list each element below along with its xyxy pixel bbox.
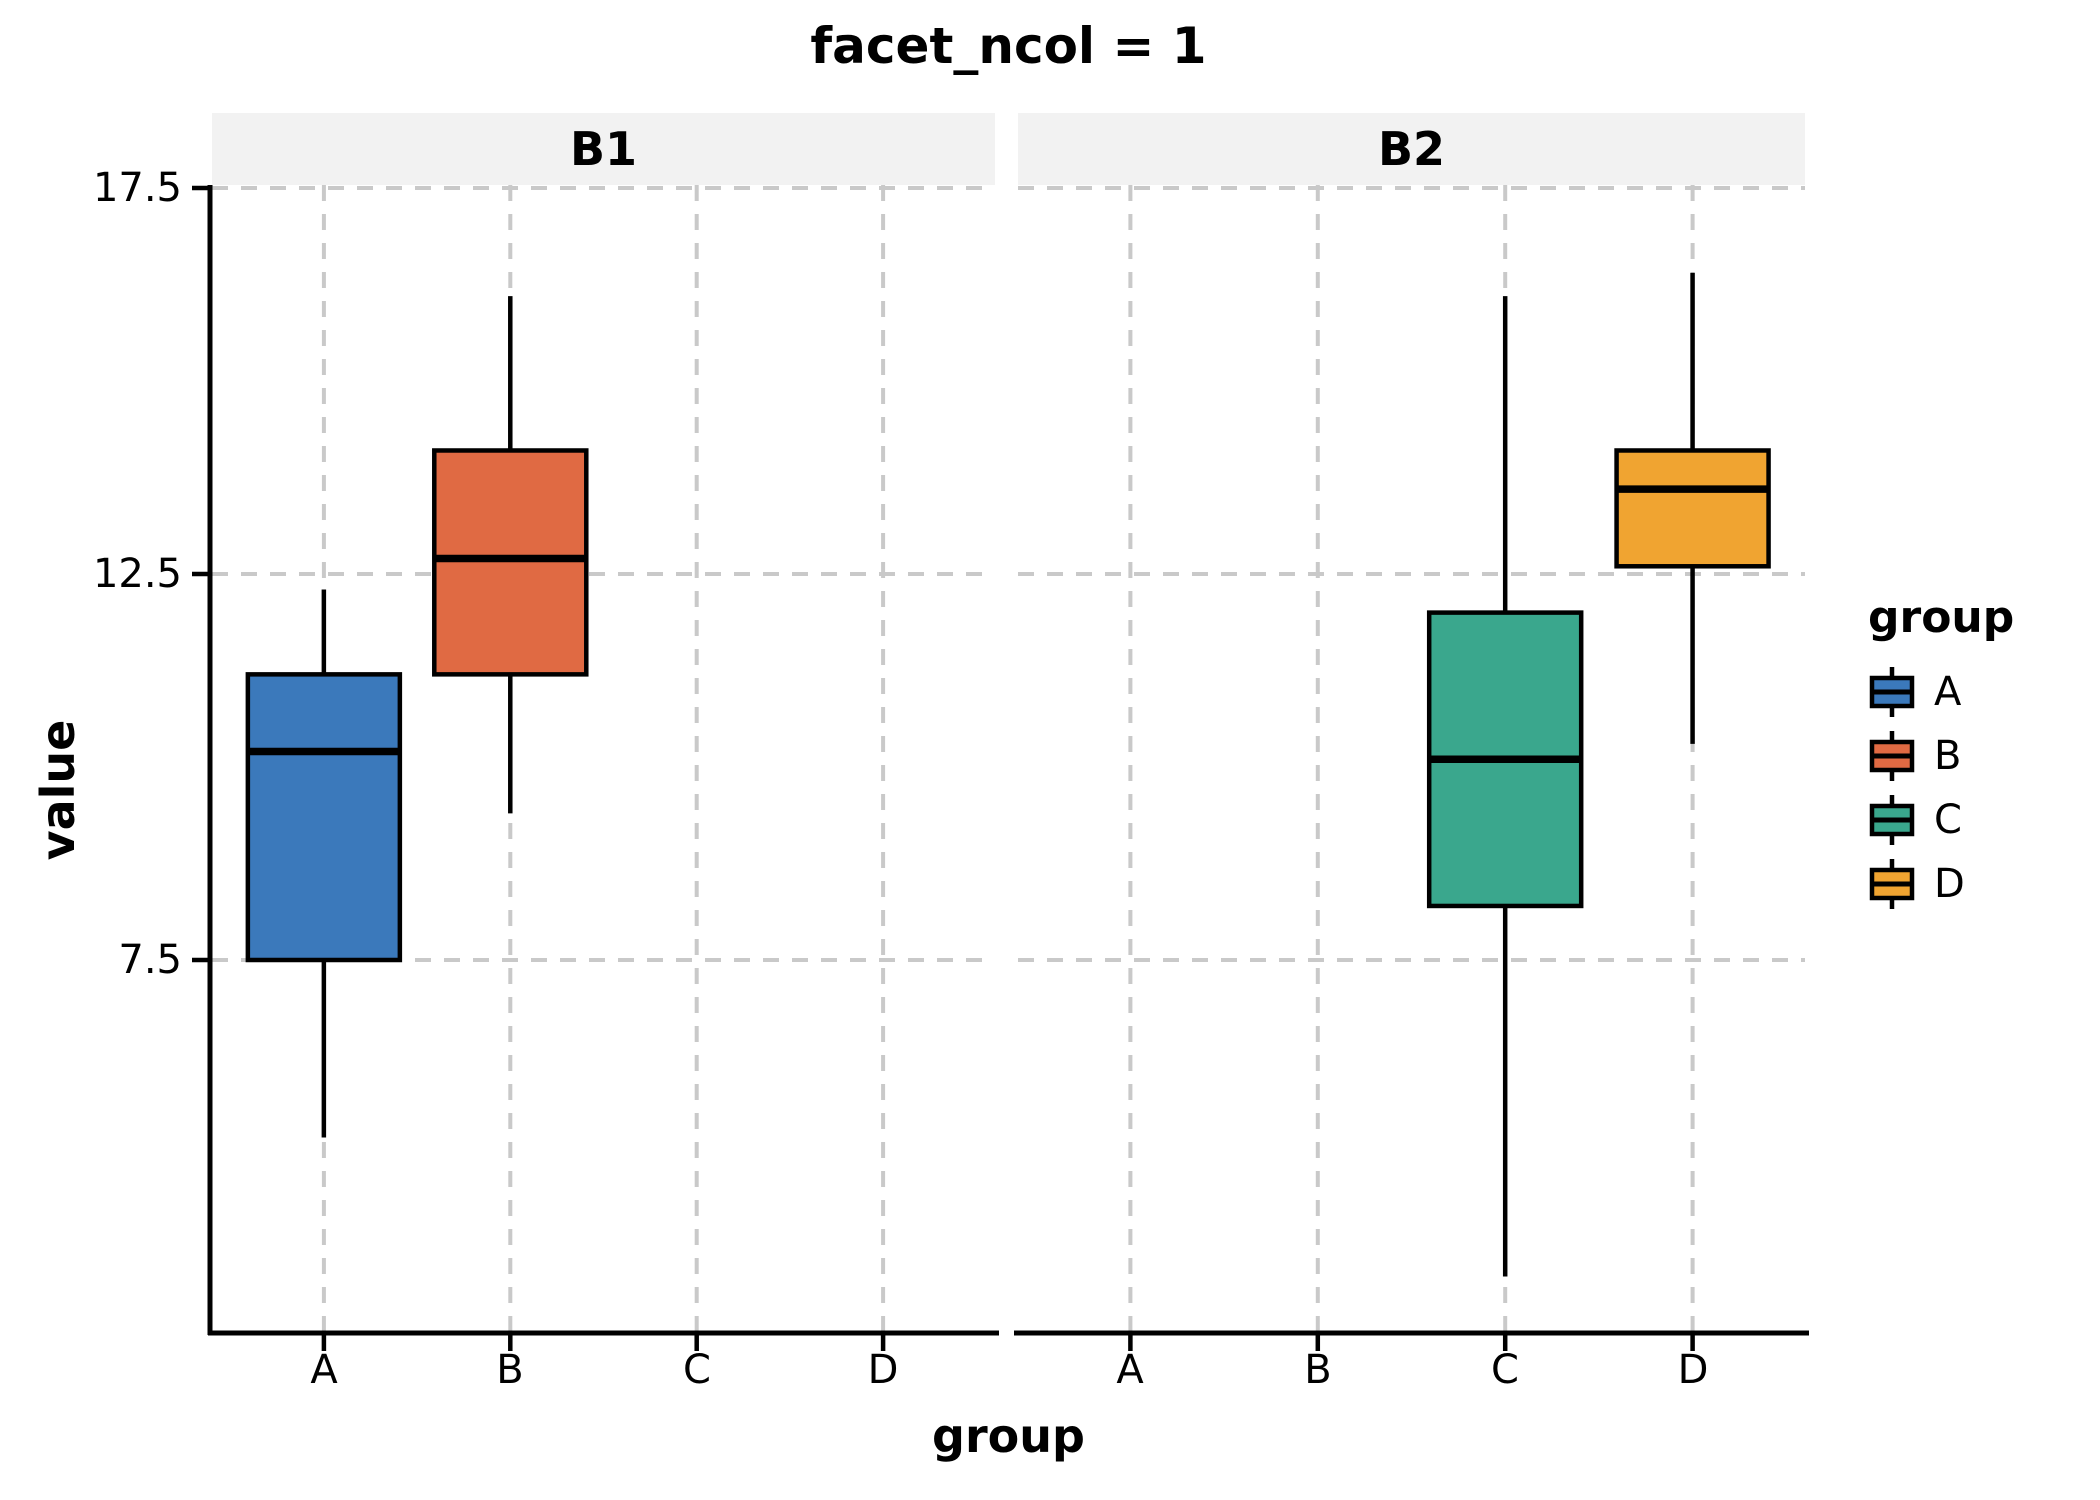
facet-strip-label-b2: B2: [1377, 122, 1446, 176]
x-tick-label: A: [310, 1347, 338, 1393]
x-tick-label: D: [1677, 1347, 1709, 1393]
legend-entry-A: A: [1868, 660, 2098, 724]
legend-entry-B: B: [1868, 724, 2098, 788]
legend-rows: A B C D: [1868, 660, 2098, 916]
y-tick-label: 12.5: [92, 551, 182, 597]
legend-entry-C: C: [1868, 788, 2098, 852]
legend-label: B: [1934, 733, 1962, 779]
x-tick-label: B: [1304, 1347, 1332, 1393]
x-tick-label: C: [1491, 1347, 1519, 1393]
legend-key-boxplot-icon: [1869, 667, 1915, 717]
legend-title: group: [1868, 592, 2015, 643]
legend-key-boxplot-icon: [1869, 859, 1915, 909]
legend-label: D: [1934, 861, 1965, 907]
x-tick-label: D: [867, 1347, 899, 1393]
chart-title: facet_ncol = 1: [810, 17, 1207, 75]
legend-key-boxplot-icon: [1869, 795, 1915, 845]
box-B: [432, 448, 589, 677]
facet-strip-label-b1: B1: [569, 122, 638, 176]
facet-strip: [212, 113, 995, 185]
y-tick-label: 7.5: [118, 937, 182, 983]
x-axis-title: group: [932, 1409, 1085, 1463]
legend-entry-D: D: [1868, 852, 2098, 916]
legend-key-boxplot-icon: [1869, 731, 1915, 781]
legend-label: C: [1934, 797, 1962, 843]
y-tick-label: 17.5: [92, 165, 182, 211]
legend: group A B C: [1868, 592, 2098, 916]
x-tick-label: C: [683, 1347, 711, 1393]
y-axis-title: value: [31, 719, 85, 861]
legend-label: A: [1934, 669, 1962, 715]
box-A: [245, 672, 403, 963]
box-D: [1614, 448, 1771, 569]
x-tick-label: A: [1116, 1347, 1144, 1393]
x-tick-label: B: [496, 1347, 524, 1393]
facet-strip: [1018, 113, 1805, 185]
